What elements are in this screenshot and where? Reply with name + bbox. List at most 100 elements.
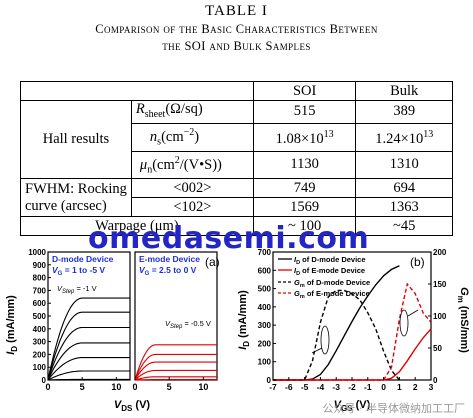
e-mode-step-sym: V	[165, 319, 171, 328]
ns-soi-exponent: 13	[323, 129, 334, 141]
header-soi: SOI	[252, 81, 357, 101]
panel-b-xtick-label: -7	[269, 382, 277, 392]
annotation-arrow-d	[311, 347, 323, 354]
d-mode-vg-sub: G	[58, 271, 63, 277]
legend-gm-d-label: Gm of D-mode Device	[294, 278, 370, 289]
panel-b-left-ytick-label: 700	[258, 248, 272, 257]
legend-id-d-sub: D	[296, 260, 300, 266]
ns-unit: (cm	[161, 128, 184, 145]
ns-unit-close: )	[194, 128, 200, 145]
panel-b-xtick-label: 1	[397, 382, 402, 392]
d-mode-step-sub: Step	[62, 289, 75, 295]
panel-b-xtick-label: -5	[301, 382, 309, 392]
fwhm-102-soi: 1569	[252, 197, 357, 218]
panel-b-xlabel-sym: V	[334, 399, 343, 411]
comparison-table: SOI Bulk Hall results Rsheet(Ω/sq) 515 3…	[20, 81, 453, 237]
panel-a-xtick-label: 10	[198, 382, 208, 392]
panel-b-ylabel-left-sub: D	[242, 341, 251, 347]
panel-a-xlabel-sub: DS	[121, 404, 133, 413]
panel-b-right-ytick-label: 200	[433, 248, 447, 257]
panel-a-xtick-label: 0	[45, 382, 50, 392]
panel-b-left-ytick-label: 600	[258, 266, 272, 275]
panel-a-ytick-label: 300	[33, 338, 47, 347]
legend-id-d-rest: of D-mode Device	[300, 255, 365, 264]
panel-b-ticks: -7 -6 -5 -4 -3 -2 -1 0 1 2 30100200300400500600700…	[258, 248, 447, 392]
mobility-label: μn(cm2/(V•S))	[130, 150, 254, 180]
d-mode-curve-vg-m2	[47, 342, 130, 381]
panel-a-xtick-label: 10	[111, 382, 121, 392]
panel-b-right-ytick-label: 100	[433, 312, 447, 321]
legend-id-e-sub: D	[296, 271, 300, 277]
table-row-002: FWHM: Rocking curve (arcsec) <002> 749 6…	[20, 178, 453, 218]
series-line-2	[273, 289, 400, 381]
table-row-mobility: μn(cm2/(V•S)) 1130 1310	[21, 150, 453, 180]
e-mode-curve-vg-2p5	[134, 344, 217, 381]
panel-a-tag: (a)	[205, 255, 220, 269]
panel-a-ylabel-sym: I	[5, 351, 17, 355]
d-mode-curve-vg-1	[47, 297, 130, 381]
d-mode-step-label: VStep = -1 V	[57, 284, 97, 295]
panel-b-xtick-label: -4	[317, 382, 325, 392]
hall-results-label: Hall results	[20, 99, 132, 180]
panel-a-ylabel-unit: (mA/mm)	[5, 295, 17, 346]
e-mode-curve-vg-1	[134, 369, 217, 381]
e-mode-step-sub: Step	[170, 324, 183, 330]
panel-b-left-ytick-label: 500	[258, 285, 272, 294]
hkl-102-label: <102>	[130, 197, 254, 218]
ns-symbol: n	[149, 128, 158, 145]
d-mode-vg-sym: V	[52, 265, 59, 275]
panel-b-ylabel-left-unit: (mA/mm)	[237, 290, 249, 341]
mobility-soi: 1130	[252, 150, 357, 180]
mobility-unit-exponent: 2	[174, 154, 180, 166]
panel-b-xtick-label: -6	[285, 382, 293, 392]
panel-b-ylabel-right-unit: (mS/mm)	[458, 303, 470, 353]
ns-label: ns(cm−2)	[130, 122, 254, 152]
legend-id-d-label: ID of D-mode Device	[294, 255, 366, 266]
mobility-unit: (cm	[152, 156, 175, 173]
legend-id-e-rest: of E-mode Device	[300, 266, 365, 275]
panel-b-ylabel-left: ID (mA/mm)	[237, 290, 251, 350]
d-mode-curves	[47, 297, 130, 381]
table-header-row: SOI Bulk	[20, 81, 453, 101]
series-line-0	[273, 265, 400, 381]
panel-b-left-ytick-label: 100	[258, 358, 272, 367]
panel-b-xtick-label: -1	[364, 382, 372, 392]
legend-gm-d-rest: of D-mode Device	[305, 278, 370, 287]
panel-a-ytick-label: 100	[33, 363, 47, 372]
panel-a-xtick-label: 5	[80, 382, 85, 392]
panel-b-ylabel-right: Gm (mS/mm)	[456, 287, 470, 353]
panel-a: 0 5 10 0 5 1001002003004005006007008009001000…	[5, 248, 220, 413]
fwhm-label: FWHM: Rocking curve (arcsec)	[20, 178, 132, 218]
table-title: TABLE I	[205, 3, 268, 19]
panel-b-ylabel-left-sym: I	[237, 346, 249, 350]
panel-b-xtick-label: -3	[332, 382, 340, 392]
figure-panels: 0 5 10 0 5 1001002003004005006007008009001000…	[5, 248, 470, 413]
d-mode-curve-vg-m1	[47, 326, 130, 381]
fwhm-002-soi: 749	[252, 178, 357, 199]
rsheet-soi: 515	[252, 100, 357, 124]
panel-b-right-ytick-label: 0	[433, 376, 438, 385]
series-line-1	[273, 328, 432, 381]
panel-b-xlabel-sub: GS	[341, 404, 353, 413]
panel-a-ytick-label: 1000	[28, 248, 46, 257]
d-mode-curve-vg-m4	[47, 370, 130, 381]
d-mode-step-value: = -1 V	[74, 284, 96, 293]
e-mode-vg-sub: G	[145, 271, 150, 277]
panel-a-ytick-label: 700	[33, 286, 47, 295]
wechat-footer: 公众号 · 半导体微纳加工工厂	[322, 402, 466, 415]
fwhm-label-line2: curve (arcsec)	[25, 197, 107, 214]
legend-gm-d-sub: m	[300, 283, 305, 289]
d-mode-step-sym: V	[57, 284, 63, 293]
hkl-002-label: <002>	[130, 178, 254, 199]
fwhm-label-line1: FWHM: Rocking	[25, 180, 127, 197]
legend-gm-d-sym: G	[294, 278, 300, 287]
watermark: omedasemi.com	[88, 221, 370, 256]
panel-b-xtick-label: 3	[429, 382, 434, 392]
panel-b-xlabel-unit: (V)	[353, 399, 371, 411]
ns-bulk: 1.24×1013	[355, 122, 453, 152]
panel-b-right-ytick-label: 150	[433, 280, 447, 289]
panel-b-xtick-label: 2	[413, 382, 418, 392]
e-mode-curve-vg-1p5	[134, 361, 217, 381]
legend-id-e-sym: I	[294, 266, 297, 275]
fwhm-102-bulk: 1363	[355, 197, 453, 218]
